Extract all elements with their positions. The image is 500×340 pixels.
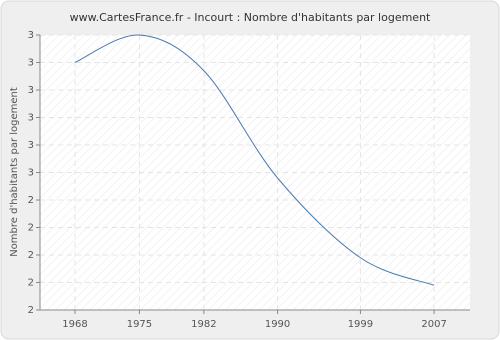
- y-tick-label: 3: [28, 58, 34, 69]
- data-line: [74, 34, 435, 286]
- y-tick-label: 2: [28, 250, 34, 261]
- y-tick-label: 2: [28, 223, 34, 234]
- y-tick-label: 2: [28, 278, 34, 289]
- y-tick-label: 3: [28, 168, 34, 179]
- x-tick-label: 1968: [62, 319, 87, 330]
- x-tick-label: 1999: [348, 319, 373, 330]
- x-tick-label: 1990: [265, 319, 290, 330]
- x-tick-label: 2007: [421, 319, 446, 330]
- y-axis-label: Nombre d'habitants par logement: [9, 87, 20, 257]
- y-tick-label: 3: [28, 30, 34, 41]
- y-tick-label: 3: [28, 113, 34, 124]
- y-tick-label: 3: [28, 85, 34, 96]
- y-tick-label: 3: [28, 140, 34, 151]
- y-tick-label: 2: [28, 305, 34, 316]
- x-tick-label: 1975: [127, 319, 152, 330]
- plot-area: [40, 35, 470, 310]
- y-tick-label: 2: [28, 195, 34, 206]
- x-tick-label: 1982: [191, 319, 216, 330]
- chart-title: www.CartesFrance.fr - Incourt : Nombre d…: [70, 11, 431, 24]
